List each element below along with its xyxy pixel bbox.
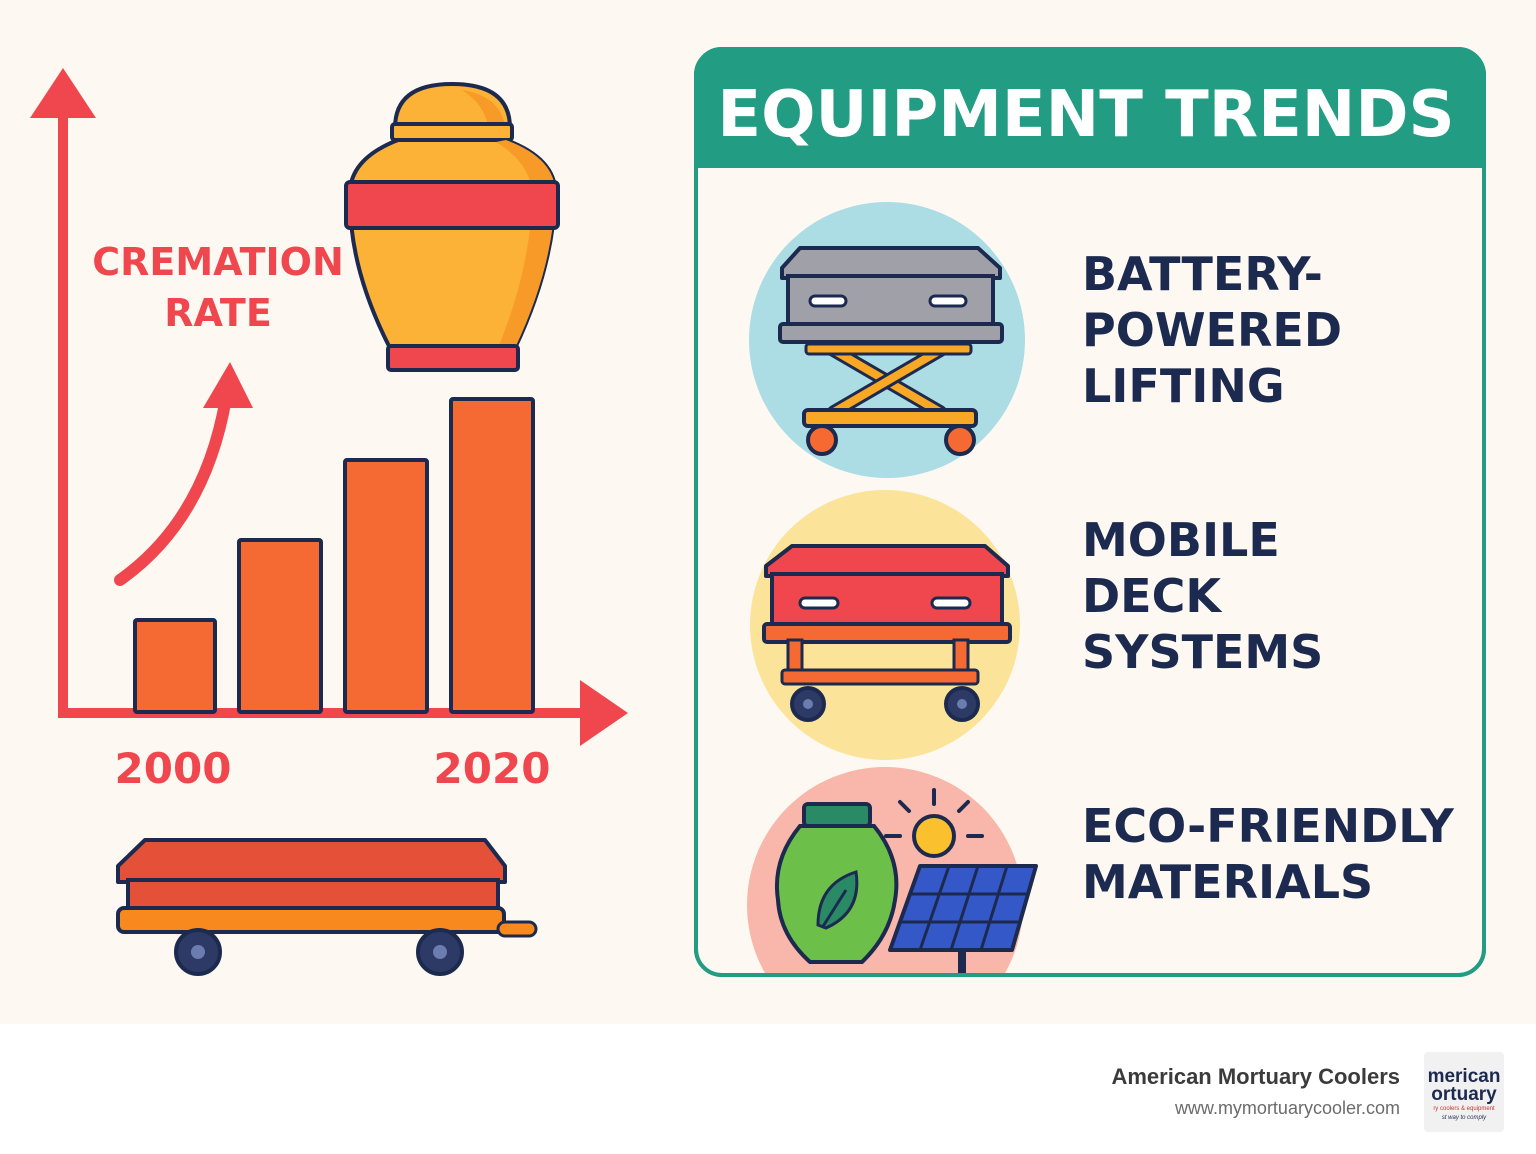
- company-name: American Mortuary Coolers: [1111, 1064, 1400, 1089]
- logo-tagline: st way to comply: [1441, 1115, 1487, 1121]
- solar-panel-icon: [888, 864, 1038, 974]
- bar: [449, 397, 535, 714]
- cremation-rate-label-line1: CREMATION: [92, 240, 344, 284]
- trend-item-mobile-deck-systems: MOBILE DECK SYSTEMS: [1082, 513, 1323, 679]
- bar: [133, 618, 217, 714]
- trend-label-line: DECK: [1082, 569, 1223, 623]
- sun-icon: [884, 788, 984, 858]
- infographic: CREMATION RATE 2000 2020: [30, 47, 1486, 977]
- bar: [237, 538, 323, 714]
- trend-label-line: SYSTEMS: [1082, 625, 1323, 679]
- logo-text: merican: [1427, 1066, 1501, 1087]
- x-end-label: 2020: [434, 744, 551, 793]
- footer: [0, 1024, 1536, 1154]
- trend-item-eco-friendly-materials: ECO-FRIENDLY MATERIALS: [1082, 799, 1454, 909]
- panel-title: EQUIPMENT TRENDS: [717, 78, 1454, 152]
- logo-text: ortuary: [1431, 1084, 1497, 1105]
- x-axis: [58, 680, 628, 746]
- company-logo: merican ortuary ry coolers & equipment s…: [1424, 1052, 1504, 1132]
- trend-label-line: POWERED: [1082, 303, 1342, 357]
- trend-label-line: MATERIALS: [1082, 855, 1373, 909]
- trend-label-line: ECO-FRIENDLY: [1082, 799, 1454, 853]
- urn-leaf-icon: [774, 802, 899, 964]
- scissor-lift-casket-icon: [749, 202, 1025, 478]
- y-axis: [30, 68, 96, 716]
- urn-icon: [344, 81, 560, 372]
- trend-label-line: BATTERY-: [1082, 247, 1323, 301]
- trend-item-battery-powered-lifting: BATTERY- POWERED LIFTING: [1082, 247, 1342, 413]
- bar: [343, 458, 429, 714]
- cremation-rate-label-line2: RATE: [164, 291, 272, 335]
- logo-tagline: ry coolers & equipment: [1433, 1106, 1495, 1112]
- trend-label-line: LIFTING: [1082, 359, 1285, 413]
- eco-urn-solar-icon: [747, 767, 1038, 974]
- infographic-canvas: CREMATION RATE 2000 2020: [30, 47, 1486, 977]
- growth-arrow-icon: [114, 362, 253, 586]
- trend-label-line: MOBILE: [1082, 513, 1280, 567]
- x-start-label: 2000: [115, 744, 232, 793]
- casket-cart-icon: [750, 490, 1020, 760]
- casket-cart-icon: [116, 838, 538, 976]
- cremation-chart: CREMATION RATE 2000 2020: [30, 68, 628, 793]
- company-url[interactable]: www.mymortuarycooler.com: [1174, 1098, 1400, 1118]
- equipment-trends-panel: EQUIPMENT TRENDS BATTERY- POWERED LIFTIN…: [694, 47, 1486, 977]
